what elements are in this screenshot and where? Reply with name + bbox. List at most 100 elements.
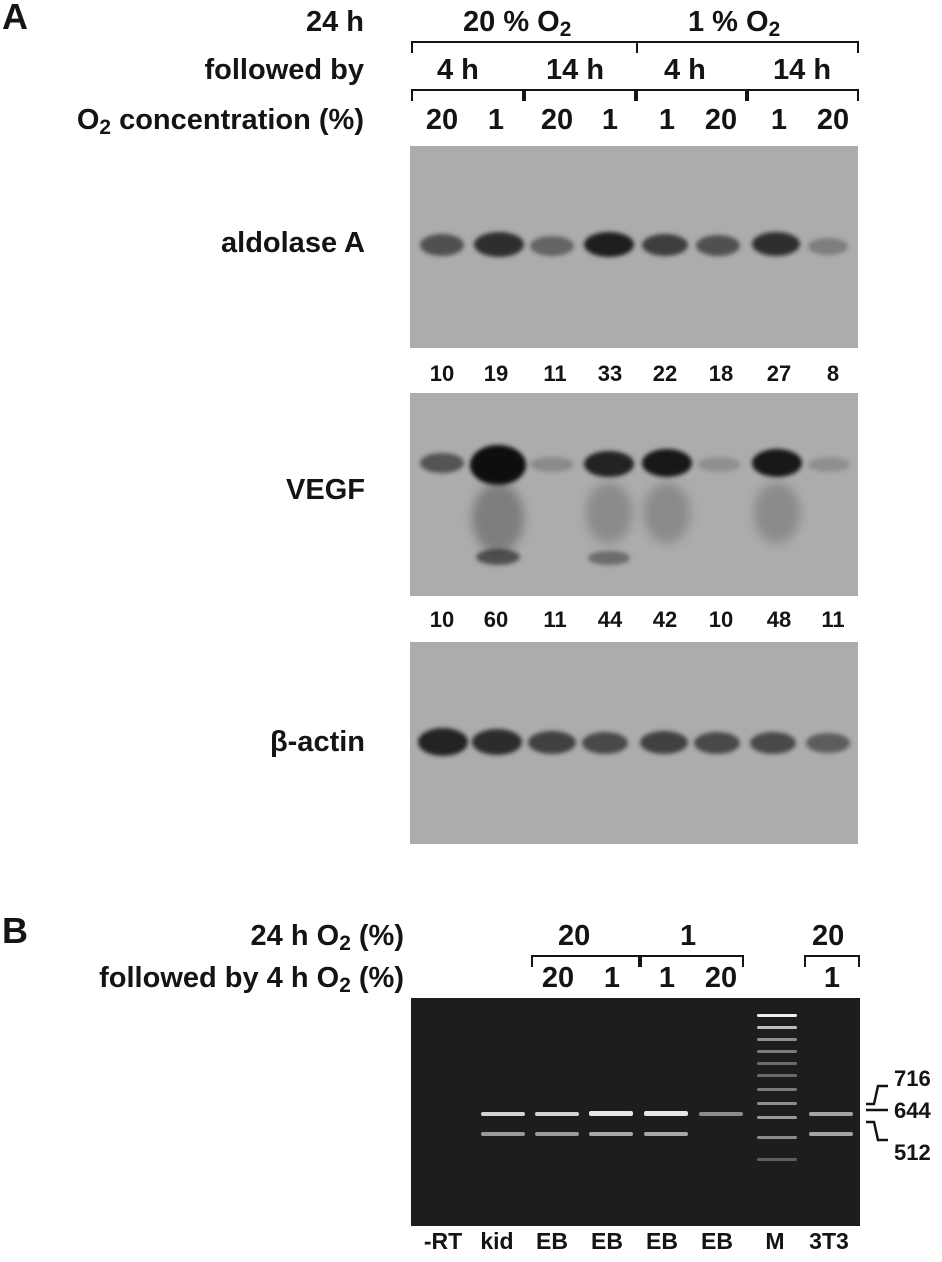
b-group-1: 1	[680, 920, 697, 952]
gel-band-eb3-644	[644, 1111, 688, 1116]
header-group-1-o2: 1 % O2	[688, 6, 780, 42]
band	[528, 731, 576, 754]
group1-sub: 2	[559, 18, 572, 42]
band	[694, 732, 740, 754]
blot-vegf	[410, 393, 858, 596]
band	[530, 236, 574, 256]
band	[418, 728, 468, 756]
lane-o2-8: 20	[816, 104, 850, 136]
band	[470, 445, 526, 485]
bracket-1-o2	[636, 41, 859, 53]
header-o2-concentration-label: O2 concentration (%)	[77, 104, 364, 140]
ladder-band	[757, 1014, 797, 1017]
band	[640, 731, 688, 754]
b-row2-rest: (%)	[350, 962, 404, 994]
bracket-4h-b	[636, 89, 747, 101]
blot-beta-actin	[410, 642, 858, 844]
o2-main: O	[76, 104, 100, 136]
b-group-20: 20	[558, 920, 591, 952]
b-bracket-20	[531, 955, 640, 967]
aldolase-quant-4: 33	[597, 361, 623, 386]
lane-o2-6: 20	[704, 104, 738, 136]
smear	[754, 483, 800, 543]
bracket-14h-b	[747, 89, 859, 101]
marker-512: 512	[894, 1140, 931, 1165]
header-followed-by-label: followed by	[204, 54, 365, 86]
gel-band-eb4-644	[699, 1112, 743, 1116]
b-row2-main: followed by 4 h O	[99, 962, 340, 994]
lane-o2-5: 1	[658, 104, 676, 136]
aldolase-quant-3: 11	[543, 361, 567, 386]
band	[752, 449, 802, 477]
b-value-20b: 20	[704, 962, 738, 994]
lane-o2-1: 20	[425, 104, 459, 136]
lane-label-eb-1: EB	[536, 1228, 568, 1254]
band	[582, 732, 628, 754]
gel-image	[411, 998, 860, 1226]
panel-a-letter: A	[2, 0, 28, 37]
o2-sub: 2	[99, 116, 112, 140]
vegf-quant-8: 11	[821, 607, 845, 632]
time-4h-b: 4 h	[664, 54, 706, 86]
b-bracket-1	[640, 955, 744, 967]
smear	[472, 483, 524, 553]
lane-label-eb-3: EB	[646, 1228, 678, 1254]
band	[588, 551, 630, 565]
vegf-quant-1: 10	[429, 607, 455, 632]
gel-band-eb1-512	[535, 1132, 579, 1136]
bracket-14h-a	[524, 89, 636, 101]
lane-label-eb-2: EB	[591, 1228, 623, 1254]
vegf-quant-2: 60	[483, 607, 509, 632]
b-row1-main: 24 h O	[250, 920, 340, 952]
vegf-quant-5: 42	[652, 607, 678, 632]
bracket-4h-a	[411, 89, 524, 101]
ladder-band	[757, 1038, 797, 1041]
blot-aldolase	[410, 146, 858, 348]
lane-label-minus-rt: -RT	[423, 1228, 463, 1254]
band	[696, 235, 740, 256]
lane-o2-4: 1	[601, 104, 619, 136]
blot-label-beta-actin: β-actin	[269, 726, 365, 758]
group2-text: 1 % O	[688, 6, 769, 38]
b-group-20-3t3: 20	[812, 920, 845, 952]
b-value-1-3t3: 1	[823, 962, 841, 994]
band	[642, 234, 688, 256]
band	[752, 232, 800, 256]
aldolase-quant-7: 27	[766, 361, 792, 386]
band	[808, 238, 848, 255]
time-14h-b: 14 h	[773, 54, 832, 86]
aldolase-quant-2: 19	[483, 361, 509, 386]
band	[808, 457, 850, 472]
b-header-followed-by-label: followed by 4 h O2 (%)	[99, 962, 404, 998]
b-value-1a: 1	[603, 962, 621, 994]
gel-band-kid-512	[481, 1132, 525, 1136]
band	[584, 451, 634, 477]
b-value-20: 20	[541, 962, 575, 994]
lane-o2-7: 1	[770, 104, 788, 136]
band	[420, 453, 464, 473]
blot-label-vegf: VEGF	[286, 474, 365, 506]
ladder-band	[757, 1026, 797, 1029]
band	[474, 232, 524, 257]
time-14h-a: 14 h	[546, 54, 605, 86]
bracket-20-o2	[411, 41, 638, 53]
gel-band-eb3-512	[644, 1132, 688, 1136]
gel-band-kid-644	[481, 1112, 525, 1116]
lane-label-3t3: 3T3	[809, 1228, 849, 1254]
smear	[586, 483, 632, 543]
group1-text: 20 % O	[463, 6, 560, 38]
aldolase-quant-6: 18	[708, 361, 734, 386]
band	[530, 457, 574, 472]
time-4h-a: 4 h	[437, 54, 479, 86]
vegf-quant-3: 11	[543, 607, 567, 632]
gel-band-3t3-644	[809, 1112, 853, 1116]
marker-644: 644	[894, 1098, 931, 1123]
vegf-quant-7: 48	[766, 607, 792, 632]
ladder-band	[757, 1062, 797, 1065]
band	[806, 733, 850, 753]
group2-sub: 2	[768, 18, 781, 42]
aldolase-quant-1: 10	[429, 361, 455, 386]
ladder-band	[757, 1074, 797, 1077]
ladder-band	[757, 1136, 797, 1139]
vegf-quant-6: 10	[708, 607, 734, 632]
